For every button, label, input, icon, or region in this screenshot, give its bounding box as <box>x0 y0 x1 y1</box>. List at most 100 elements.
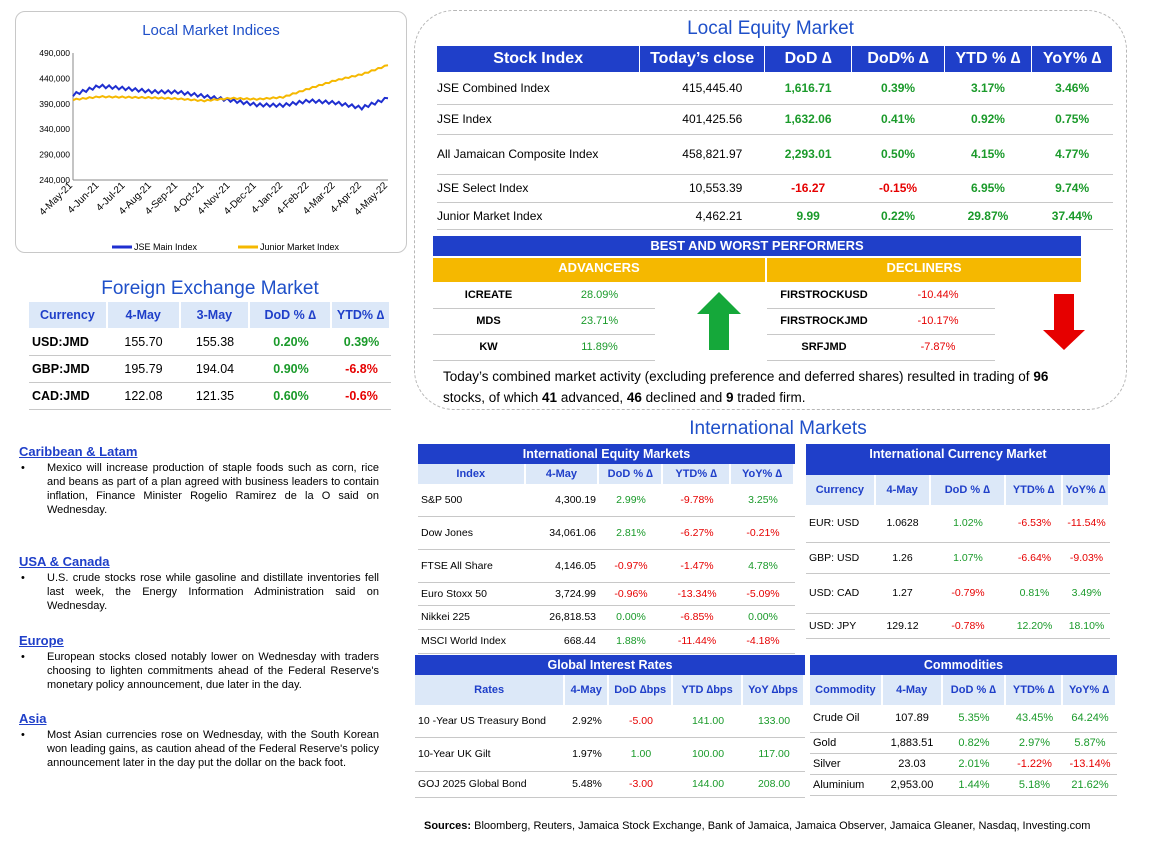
legend-main: JSE Main Index <box>134 242 198 252</box>
decliners-list: FIRSTROCKUSD -10.44% FIRSTROCKJMD -10.17% SR… <box>767 282 995 361</box>
cm-row: Silver 23.03 2.01% -1.22% -13.14% <box>810 753 1117 775</box>
cm-cell: 23.03 <box>882 753 942 775</box>
equity-header-row: Stock Index Today’s close DoD ∆ DoD% ∆ YTD %… <box>437 46 1113 72</box>
market-summary: Today’s combined market activity (exclud… <box>443 369 1049 405</box>
equity-cell: 458,821.97 <box>639 134 765 175</box>
ic-cell: -6.64% <box>1006 542 1063 574</box>
fx-cell: CAD:JMD <box>29 382 107 410</box>
advancers-list: ICREATE 28.09% MDS 23.71% KW 11.89% <box>433 282 655 361</box>
advancer-ticker: ICREATE <box>433 282 544 309</box>
fx-cell: 0.90% <box>250 355 332 383</box>
news-item: U.S. crude stocks rose while gasoline an… <box>19 571 379 613</box>
equity-cell: 0.22% <box>851 202 945 230</box>
fx-title: Foreign Exchange Market <box>101 278 319 299</box>
decliner: FIRSTROCKUSD -10.44% <box>767 282 995 309</box>
fx-cell: 155.70 <box>107 330 180 356</box>
ic-cell: GBP: USD <box>806 542 875 574</box>
fx-row: USD:JMD 155.70 155.38 0.20% 0.39% <box>29 330 391 356</box>
market-indices-chart: Local Market Indices 490,000 440,000 390,0… <box>15 11 407 253</box>
advancers-label: ADVANCERS <box>433 258 765 282</box>
ic-header: YoY% ∆ <box>1062 475 1110 505</box>
decliner-change: -10.44% <box>881 282 995 309</box>
gr-cell: 144.00 <box>673 771 743 798</box>
ie-cell: FTSE All Share <box>418 549 525 583</box>
equity-cell: JSE Select Index <box>437 174 640 203</box>
ie-cell: 2.81% <box>599 516 663 550</box>
fx-cell: 0.60% <box>250 382 332 410</box>
gr-cell: 1.97% <box>565 737 609 772</box>
cm-cell: 2.97% <box>1006 732 1063 754</box>
decliner: FIRSTROCKJMD -10.17% <box>767 308 995 335</box>
equity-cell: Junior Market Index <box>437 202 640 230</box>
fx-header: YTD% ∆ <box>331 302 391 328</box>
fx-header: 4-May <box>106 302 181 328</box>
decliner-change: -7.87% <box>881 334 995 361</box>
gr-row: 10 -Year US Treasury Bond 2.92% -5.00 141.0… <box>415 705 805 738</box>
cm-cell: 43.45% <box>1006 705 1063 733</box>
ie-cell: 34,061.06 <box>525 516 599 550</box>
ie-header: Index <box>418 464 526 484</box>
gr-header: Rates <box>415 675 566 705</box>
gr-cell: -5.00 <box>609 705 673 738</box>
equity-cell: 6.95% <box>944 174 1032 203</box>
y-tick-label: 290,000 <box>39 150 70 160</box>
ic-cell: 0.81% <box>1006 573 1063 614</box>
gr-cell: 100.00 <box>673 737 743 772</box>
equity-header: YTD % ∆ <box>944 46 1033 72</box>
equity-cell: 415,445.40 <box>639 72 765 105</box>
global-rates-table: Global Interest Rates Rates 4-May DoD ∆bps… <box>415 655 805 798</box>
equity-cell: 0.50% <box>851 134 945 175</box>
ic-cell: -6.53% <box>1006 505 1063 543</box>
gr-header: 4-May <box>564 675 610 705</box>
ic-cell: 1.27 <box>875 573 930 614</box>
ie-cell: 4,146.05 <box>525 549 599 583</box>
cm-cell: 0.82% <box>942 732 1006 754</box>
down-arrow-icon <box>1043 294 1085 350</box>
equity-header: Stock Index <box>437 46 641 72</box>
ie-row: FTSE All Share 4,146.05 -0.97% -1.47% 4.78% <box>418 549 795 583</box>
equity-cell: 0.75% <box>1031 104 1113 135</box>
news-section: Caribbean & Latam Mexico will increase pr… <box>19 444 379 770</box>
decliner-ticker: FIRSTROCKJMD <box>767 308 881 335</box>
ie-cell: -13.34% <box>663 582 731 606</box>
gr-cell: 117.00 <box>743 737 805 772</box>
gr-cell: 2.92% <box>565 705 609 738</box>
ic-cell: 1.07% <box>930 542 1006 574</box>
advanced-count: 41 <box>542 390 558 405</box>
gr-cell: 5.48% <box>565 771 609 798</box>
fx-cell: 0.39% <box>332 330 391 356</box>
equity-cell: 1,632.06 <box>764 104 852 135</box>
decliners-label: DECLINERS <box>767 258 1081 282</box>
ic-cell: 129.12 <box>875 613 930 639</box>
ie-cell: -5.09% <box>731 582 795 606</box>
ie-cell: -9.78% <box>663 484 731 517</box>
ic-row: EUR: USD 1.0628 1.02% -6.53% -11.54% <box>806 505 1110 543</box>
decliner-ticker: FIRSTROCKUSD <box>767 282 881 309</box>
equity-header: Today’s close <box>639 46 765 72</box>
equity-cell: 0.39% <box>851 72 945 105</box>
y-tick-label: 240,000 <box>39 175 70 185</box>
equity-cell: 4,462.21 <box>639 202 765 230</box>
cm-header: 4-May <box>881 675 943 705</box>
ic-cell: -11.54% <box>1063 505 1110 543</box>
ie-cell: -6.27% <box>663 516 731 550</box>
declined-count: 46 <box>626 390 642 405</box>
cm-cell: 21.62% <box>1063 774 1117 796</box>
cm-cell: 5.18% <box>1006 774 1063 796</box>
equity-cell: All Jamaican Composite Index <box>437 134 640 175</box>
gr-header: YoY ∆bps <box>742 675 805 705</box>
equity-cell: 29.87% <box>944 202 1032 230</box>
equity-cell: -0.15% <box>851 174 945 203</box>
fx-table: Currency 4-May 3-May DoD % ∆ YTD% ∆ USD:JMD 1… <box>29 302 391 410</box>
ic-header: DoD % ∆ <box>929 475 1007 505</box>
equity-cell: JSE Combined Index <box>437 72 640 105</box>
equity-cell: JSE Index <box>437 104 640 135</box>
cm-cell: 64.24% <box>1063 705 1117 733</box>
equity-table: Stock Index Today’s close DoD ∆ DoD% ∆ YTD %… <box>437 46 1113 230</box>
intl-currency-table: International Currency Market Currency 4-… <box>806 444 1110 639</box>
sources: Sources: Bloomberg, Reuters, Jamaica Sto… <box>424 820 1091 832</box>
cm-cell: 5.87% <box>1063 732 1117 754</box>
cm-header: YoY% ∆ <box>1062 675 1117 705</box>
equity-row: JSE Select Index 10,553.39 -16.27 -0.15% 6.9… <box>437 174 1113 203</box>
ic-cell: 3.49% <box>1063 573 1110 614</box>
